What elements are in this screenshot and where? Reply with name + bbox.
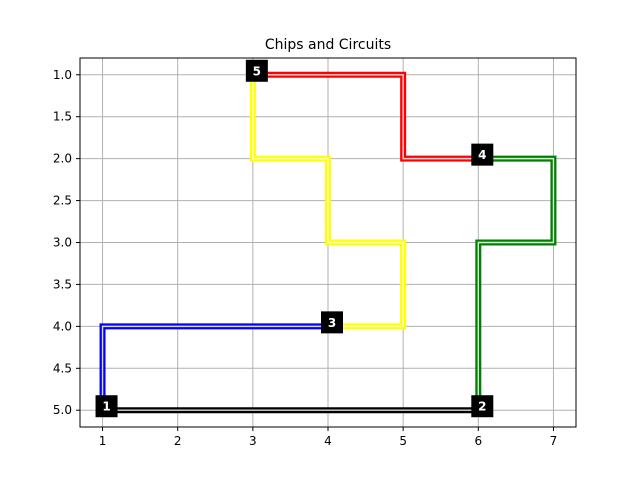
- y-tick-label: 3.5: [53, 277, 72, 291]
- chip-label: 2: [478, 400, 486, 414]
- y-tick-label: 4.0: [53, 319, 72, 333]
- wire-inner-line: [477, 157, 555, 411]
- wire-inner-line: [252, 74, 404, 328]
- y-tick-label: 5.0: [53, 403, 72, 417]
- chip-box: [95, 395, 118, 418]
- x-tick-label: 3: [249, 434, 257, 448]
- wire-inner-line: [252, 74, 480, 160]
- y-tick-label: 4.5: [53, 361, 72, 375]
- wire-inner-line: [101, 325, 329, 411]
- chip-box: [471, 395, 494, 418]
- x-tick-label: 6: [474, 434, 482, 448]
- chip-box: [321, 311, 343, 334]
- y-tick-label: 1.0: [53, 68, 72, 82]
- chip-label: 4: [478, 148, 486, 162]
- chip-box: [471, 143, 494, 166]
- x-tick-label: 7: [550, 434, 558, 448]
- y-tick-label: 3.0: [53, 236, 72, 250]
- x-tick-label: 4: [324, 434, 332, 448]
- chip-label: 3: [328, 316, 336, 330]
- y-tick-label: 1.5: [53, 110, 72, 124]
- series-group: [99, 71, 557, 414]
- x-tick-label: 5: [399, 434, 407, 448]
- chip-label: 1: [102, 400, 110, 414]
- x-tick-label: 1: [99, 434, 107, 448]
- x-tick-label: 2: [174, 434, 182, 448]
- y-tick-label: 2.5: [53, 194, 72, 208]
- chips-group: 1 2 3 4 5: [95, 59, 494, 418]
- chip-box: [245, 59, 268, 82]
- chart-title: Chips and Circuits: [265, 37, 391, 53]
- y-tick-label: 2.0: [53, 152, 72, 166]
- chip-label: 5: [253, 64, 261, 78]
- axis-ticks: 1 2 3 4 5 6 7 1.0 1.5 2.0 2.5 3.0 3.5 4.0 4.5 5.0: [53, 68, 557, 448]
